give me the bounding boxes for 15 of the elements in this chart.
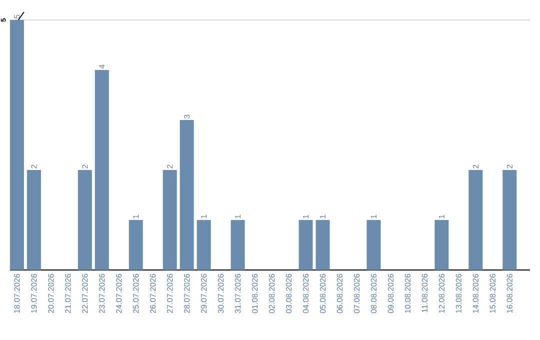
bar (196, 220, 211, 270)
bar (298, 220, 313, 270)
bar (94, 70, 109, 270)
bar (128, 220, 143, 270)
bar (316, 220, 330, 270)
bar (180, 120, 194, 270)
bar (502, 170, 517, 270)
bar (366, 220, 381, 270)
bar (162, 170, 177, 270)
bar (434, 220, 449, 270)
bar (468, 170, 483, 270)
bar (78, 170, 92, 270)
bar (10, 20, 24, 270)
bar (230, 220, 245, 270)
bar (26, 170, 41, 270)
